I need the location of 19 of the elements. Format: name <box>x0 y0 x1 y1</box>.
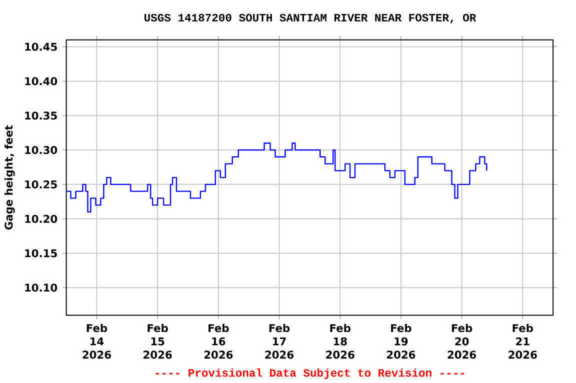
x-tick-label: Feb 17 2026 <box>265 324 294 359</box>
x-tick-label: Feb 16 2026 <box>204 324 233 359</box>
y-axis-title: Gage height, feet <box>4 125 15 230</box>
chart-title: USGS 14187200 SOUTH SANTIAM RIVER NEAR FOSTER, OR <box>144 14 476 24</box>
y-tick-label: 10.40 <box>25 76 58 86</box>
x-tick-label: Feb 19 2026 <box>386 324 416 359</box>
x-tick-label: Feb 20 2026 <box>448 324 476 359</box>
x-tick-label: Feb 21 2026 <box>508 324 537 359</box>
y-tick-label: 10.25 <box>25 180 57 188</box>
x-tick-label: Feb 15 2026 <box>144 324 172 359</box>
y-tick-label: 10.10 <box>25 283 58 292</box>
text: ---- Provisional Data Subject to Revision ---- <box>156 368 464 379</box>
y-tick-label: 10.15 <box>25 249 57 258</box>
y-tick-label: 10.35 <box>25 111 57 120</box>
y-tick-label: 10.20 <box>25 214 58 223</box>
x-tick-label: Feb 18 2026 <box>326 324 354 359</box>
y-tick-label: 10.45 <box>25 42 57 51</box>
y-tick-label: 10.30 <box>25 146 58 154</box>
x-tick-label: Feb 14 2026 <box>82 324 111 359</box>
